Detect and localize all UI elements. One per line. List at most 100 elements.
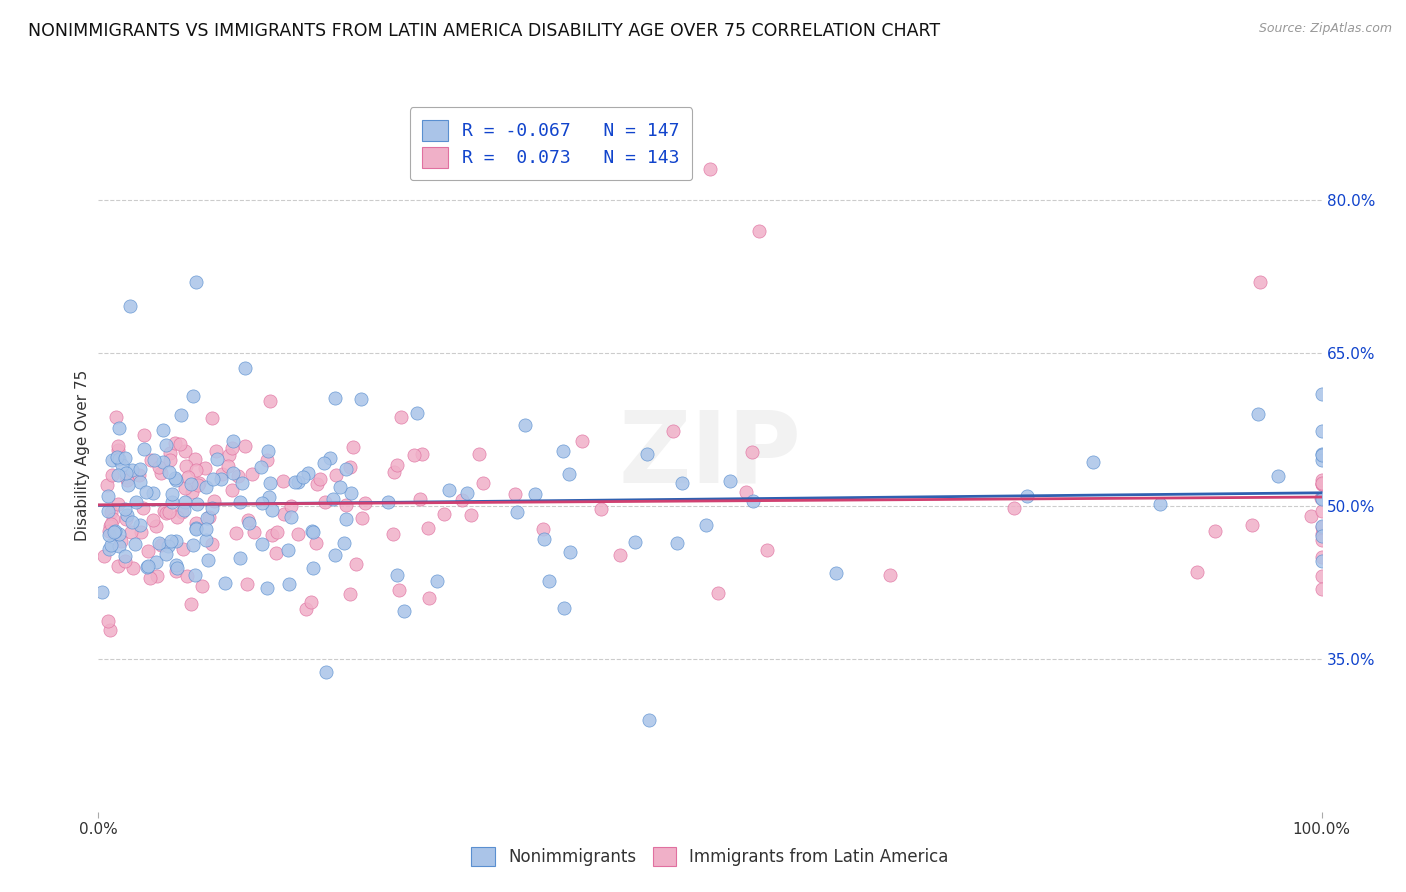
- Point: [163, 471, 186, 485]
- Point: [638, 713, 661, 727]
- Point: [259, 393, 281, 408]
- Point: [314, 494, 336, 508]
- Point: [385, 458, 408, 473]
- Point: [471, 476, 494, 491]
- Point: [100, 538, 122, 552]
- Point: [132, 427, 155, 442]
- Point: [159, 453, 181, 467]
- Point: [1310, 504, 1333, 518]
- Point: [128, 467, 150, 482]
- Point: [468, 447, 491, 461]
- Point: [211, 467, 233, 481]
- Point: [1310, 476, 1333, 491]
- Point: [159, 446, 181, 460]
- Point: [107, 558, 129, 573]
- Point: [742, 493, 765, 508]
- Point: [301, 524, 323, 539]
- Point: [256, 452, 278, 467]
- Point: [105, 450, 128, 465]
- Point: [1310, 491, 1333, 506]
- Point: [1310, 448, 1333, 462]
- Point: [381, 527, 404, 541]
- Point: [553, 601, 575, 615]
- Point: [152, 423, 174, 437]
- Point: [292, 469, 315, 483]
- Point: [183, 389, 205, 403]
- Point: [201, 501, 224, 516]
- Point: [1310, 533, 1333, 547]
- Point: [186, 463, 208, 477]
- Point: [256, 581, 278, 595]
- Point: [662, 425, 685, 439]
- Point: [100, 516, 122, 531]
- Point: [201, 537, 224, 551]
- Point: [193, 461, 215, 475]
- Point: [174, 459, 197, 474]
- Point: [198, 509, 221, 524]
- Point: [115, 473, 138, 487]
- Point: [98, 518, 121, 533]
- Point: [166, 510, 188, 524]
- Point: [98, 623, 121, 637]
- Text: Source: ZipAtlas.com: Source: ZipAtlas.com: [1258, 22, 1392, 36]
- Point: [339, 460, 361, 475]
- Point: [225, 525, 247, 540]
- Point: [142, 513, 165, 527]
- Point: [229, 550, 252, 565]
- Point: [409, 491, 432, 506]
- Point: [191, 579, 214, 593]
- Point: [155, 547, 177, 561]
- Point: [266, 524, 288, 539]
- Point: [1083, 455, 1105, 469]
- Point: [1310, 476, 1333, 491]
- Point: [322, 492, 344, 507]
- Text: ZIP: ZIP: [619, 407, 801, 503]
- Point: [202, 472, 225, 486]
- Point: [143, 453, 166, 467]
- Point: [107, 468, 129, 483]
- Point: [879, 567, 901, 582]
- Point: [389, 409, 412, 424]
- Point: [184, 452, 207, 467]
- Point: [238, 516, 260, 530]
- Point: [280, 499, 302, 513]
- Point: [433, 507, 456, 521]
- Point: [128, 462, 150, 476]
- Point: [1310, 582, 1333, 596]
- Point: [160, 487, 183, 501]
- Point: [155, 438, 177, 452]
- Point: [172, 541, 194, 556]
- Point: [252, 495, 274, 509]
- Point: [152, 455, 174, 469]
- Point: [506, 505, 529, 519]
- Point: [157, 505, 180, 519]
- Point: [180, 477, 202, 491]
- Point: [134, 442, 156, 457]
- Point: [201, 411, 224, 425]
- Point: [155, 507, 177, 521]
- Point: [323, 391, 346, 405]
- Point: [132, 501, 155, 516]
- Point: [741, 445, 763, 459]
- Point: [636, 447, 658, 461]
- Point: [149, 466, 172, 480]
- Point: [107, 497, 129, 511]
- Point: [157, 465, 180, 479]
- Point: [146, 568, 169, 582]
- Point: [180, 597, 202, 611]
- Point: [150, 538, 173, 552]
- Point: [735, 485, 758, 500]
- Point: [114, 451, 136, 466]
- Point: [385, 567, 408, 582]
- Point: [96, 478, 118, 492]
- Point: [262, 503, 284, 517]
- Point: [264, 546, 287, 560]
- Point: [145, 519, 167, 533]
- Point: [181, 538, 204, 552]
- Point: [1310, 386, 1333, 401]
- Point: [184, 568, 207, 582]
- Point: [148, 536, 170, 550]
- Point: [591, 502, 613, 516]
- Point: [1310, 477, 1333, 491]
- Point: [309, 472, 332, 486]
